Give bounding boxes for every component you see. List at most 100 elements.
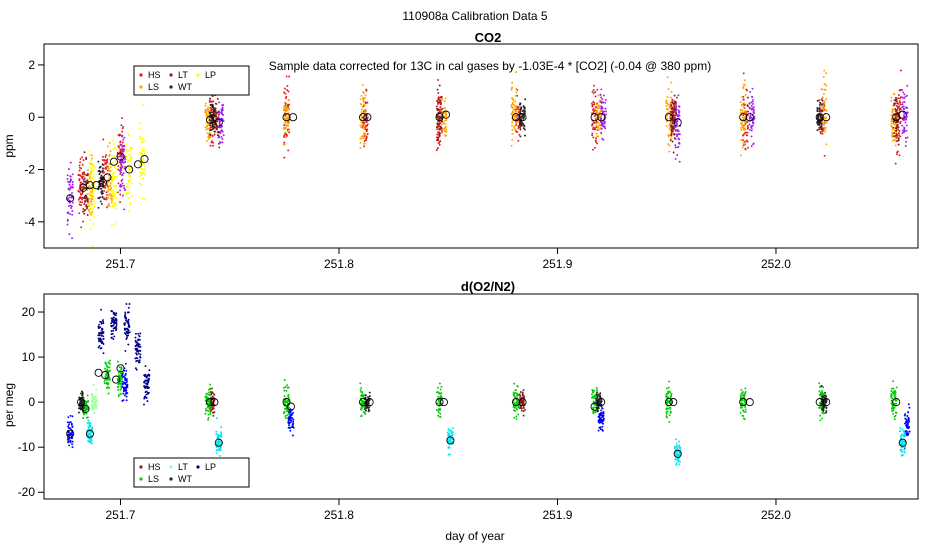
co2-point: [443, 119, 446, 122]
o2n2-point: [124, 382, 127, 385]
co2-legend-lt-label: LT: [178, 70, 188, 80]
co2-point: [216, 128, 219, 131]
co2-point: [511, 106, 514, 109]
co2-point: [110, 199, 113, 202]
co2-point: [207, 106, 210, 109]
co2-point: [673, 133, 676, 136]
co2-point: [894, 144, 897, 147]
co2-point: [101, 196, 104, 199]
co2-point: [896, 108, 898, 111]
o2n2-mean-marker-28: [822, 398, 831, 407]
co2-point: [79, 174, 82, 177]
co2-point: [89, 171, 92, 174]
o2n2-point: [145, 396, 148, 399]
o2n2-point: [125, 369, 128, 372]
co2-point: [362, 91, 365, 93]
co2-point: [207, 109, 210, 112]
o2n2-ytick-label-3: -10: [18, 440, 36, 454]
o2n2-mean-marker-29: [892, 398, 901, 407]
o2n2-point: [451, 440, 454, 443]
co2-point: [209, 144, 212, 147]
co2-point: [138, 137, 141, 140]
o2n2-point: [84, 406, 87, 409]
co2-point: [115, 191, 118, 193]
co2-point: [121, 178, 124, 181]
co2-point: [437, 98, 440, 101]
o2n2-point: [904, 430, 907, 433]
o2n2-point: [289, 417, 292, 420]
o2n2-point: [600, 400, 603, 403]
co2-point: [209, 100, 212, 103]
co2-point: [514, 94, 517, 97]
o2n2-point: [71, 425, 74, 428]
co2-point: [110, 183, 113, 185]
o2n2-point: [741, 399, 744, 402]
o2n2-point: [68, 437, 71, 440]
o2n2-point: [95, 405, 98, 408]
co2-point: [892, 126, 895, 129]
co2-point: [893, 102, 896, 105]
o2n2-point: [908, 430, 911, 433]
co2-point: [595, 120, 598, 123]
o2n2-point: [899, 427, 902, 429]
co2-point: [518, 103, 521, 106]
o2n2-point: [743, 395, 746, 398]
o2n2-point: [598, 421, 601, 424]
co2-point: [511, 97, 514, 100]
co2-point: [142, 162, 145, 165]
o2n2-point: [282, 386, 285, 389]
co2-cluster-wt-1: [208, 97, 216, 136]
co2-point: [216, 134, 219, 137]
o2n2-point: [102, 320, 105, 323]
co2-point: [675, 107, 677, 109]
co2-point: [140, 138, 143, 141]
co2-point: [121, 117, 123, 120]
co2-point: [678, 105, 681, 108]
o2n2-point: [78, 411, 80, 414]
o2n2-point: [106, 368, 108, 371]
co2-point: [219, 123, 221, 126]
co2-point: [600, 107, 603, 110]
co2-point: [92, 176, 95, 179]
o2n2-point: [113, 320, 116, 323]
o2n2-point: [907, 427, 910, 430]
co2-point: [899, 120, 902, 123]
co2-point: [214, 102, 217, 105]
co2-point: [143, 198, 146, 200]
o2n2-point: [674, 445, 676, 448]
co2-point: [896, 123, 899, 126]
o2n2-point: [597, 393, 600, 396]
o2n2-point: [98, 326, 101, 329]
o2n2-point: [516, 399, 519, 402]
co2-point: [283, 156, 286, 159]
co2-point: [70, 205, 73, 208]
o2n2-point: [146, 400, 149, 403]
co2-point: [365, 139, 368, 142]
x-axis-label: day of year: [445, 529, 504, 543]
o2n2-point: [207, 391, 210, 394]
co2-point: [360, 108, 363, 111]
o2n2-point: [666, 399, 669, 402]
co2-point: [592, 92, 595, 95]
o2n2-point: [145, 385, 148, 388]
co2-cluster-lp-3: [138, 103, 146, 200]
co2-point: [750, 101, 753, 104]
co2-point: [435, 149, 438, 152]
co2-point: [591, 105, 594, 108]
co2-point: [894, 114, 896, 117]
co2-point: [749, 114, 752, 117]
co2-point: [287, 90, 290, 93]
co2-point: [602, 101, 605, 104]
o2n2-point: [740, 406, 743, 409]
o2n2-point: [825, 411, 828, 414]
co2-point: [596, 111, 599, 114]
co2-point: [68, 233, 71, 236]
o2n2-point: [517, 413, 520, 416]
co2-point: [440, 132, 443, 135]
o2n2-point: [98, 332, 100, 335]
co2-point: [109, 150, 112, 152]
o2n2-cluster-cyan-4: [899, 427, 907, 457]
co2-point: [78, 179, 81, 182]
o2n2-point: [678, 463, 681, 466]
co2-point: [675, 105, 677, 108]
